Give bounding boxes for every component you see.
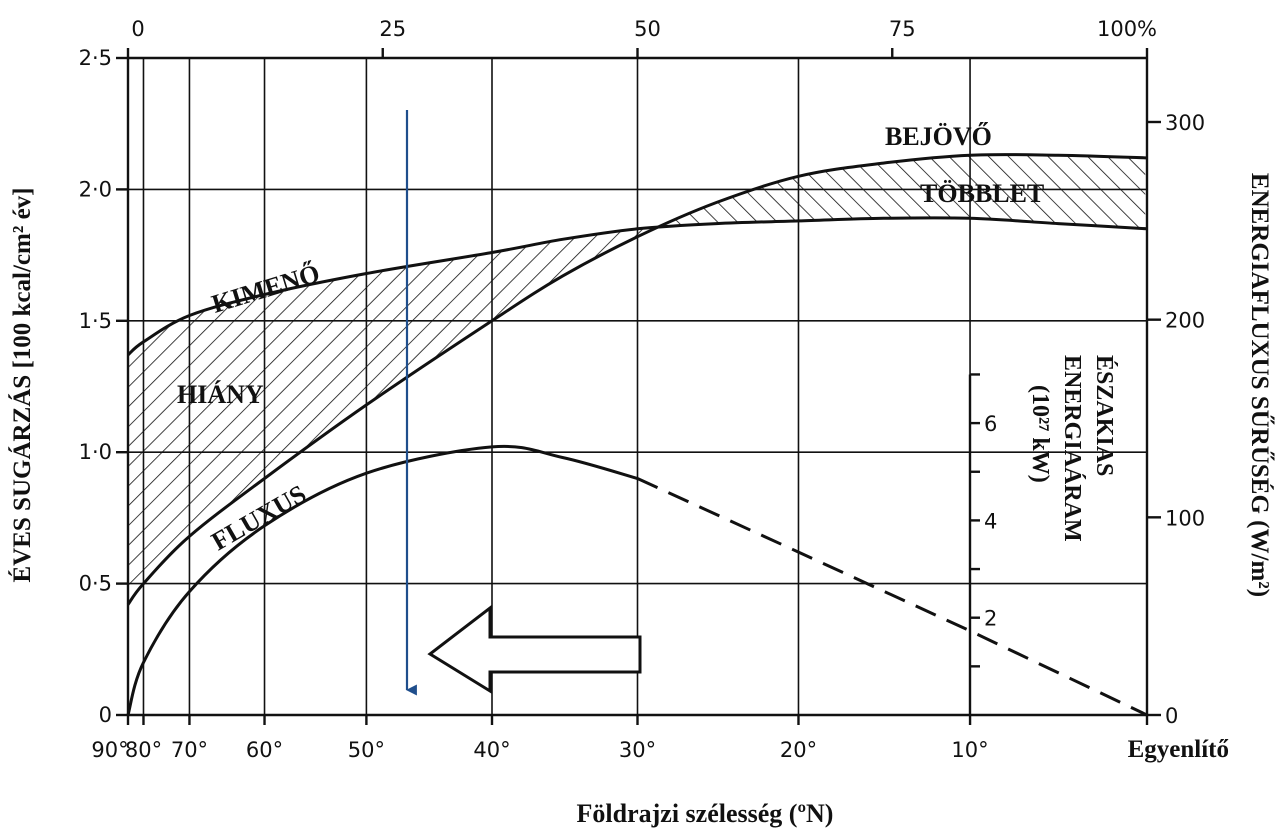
- x-top-tick-label: 75: [889, 17, 916, 41]
- inner-axis-title-line3: (10²⁷ kW): [1027, 385, 1053, 483]
- y-left-tick-label: 2·5: [79, 46, 112, 70]
- y-left-tick-label: 0·5: [79, 572, 112, 596]
- x-bottom-tick-label: 40°: [473, 738, 510, 762]
- inner-axis-title-line2: ENERGIAÁRAM: [1059, 355, 1085, 542]
- x-top-tick-label: 25: [379, 17, 406, 41]
- label-hiany: HIÁNY: [177, 380, 264, 409]
- y-inner-tick-label: 2: [984, 607, 997, 631]
- curves: [126, 153, 1148, 717]
- y-left-tick-label: 1·0: [79, 440, 112, 464]
- inner-axis-title-line1: ÉSZAKIAS: [1091, 355, 1117, 476]
- y-inner-tick-label: 6: [984, 412, 997, 436]
- label-tobblet: TÖBBLET: [920, 179, 1044, 208]
- y-right-tick-label: 100: [1165, 506, 1205, 530]
- y-axis-right-title: ENERGIAFLUXUS SŰRŰSÉG (W/m²): [1246, 173, 1275, 597]
- tick-labels: 0 0·5 1·0 1·5 2·0 2·5 0 100 200 300 2 4 6 0 25 50 75 100%…: [79, 17, 1229, 763]
- axes: [116, 48, 1161, 725]
- y-left-tick-label: 0: [99, 703, 112, 727]
- northward-transport-arrow: [427, 604, 642, 694]
- x-bottom-tick-label: 10°: [951, 738, 988, 762]
- x-axis-title: Földrajzi szélesség (ºN): [577, 799, 834, 828]
- curve-kimeno: [126, 216, 1148, 357]
- y-axis-left-title: ÉVES SUGÁRZÁS [100 kcal/cm² év]: [8, 187, 36, 582]
- x-bottom-tick-label: 30°: [619, 738, 656, 762]
- y-left-tick-label: 2·0: [79, 177, 112, 201]
- curve-fluxus-dashed: [636, 477, 1148, 717]
- y-inner-tick-label: 4: [984, 509, 997, 533]
- curve-fluxus: [126, 444, 638, 716]
- x-bottom-tick-label: 60°: [246, 738, 283, 762]
- curve-bejovo: [126, 153, 1148, 606]
- x-top-tick-label: 50: [634, 17, 661, 41]
- surplus-area: [659, 155, 1146, 229]
- x-bottom-tick-label: 70°: [171, 738, 208, 762]
- y-right-tick-label: 0: [1165, 704, 1178, 728]
- x-top-tick-label: 0: [131, 17, 144, 41]
- hatched-areas: [128, 155, 1146, 605]
- x-bottom-tick-label: 80°: [125, 738, 162, 762]
- y-right-tick-label: 300: [1165, 111, 1205, 135]
- x-top-tick-label: 100%: [1097, 17, 1157, 41]
- y-right-tick-label: 200: [1165, 309, 1205, 333]
- label-bejovo: BEJÖVŐ: [885, 122, 992, 151]
- x-bottom-tick-label: 20°: [780, 738, 817, 762]
- x-bottom-tick-label: 90°: [91, 738, 128, 762]
- x-bottom-tick-label: 50°: [348, 738, 385, 762]
- inner-axis-title: ÉSZAKIAS ENERGIAÁRAM (10²⁷ kW): [1027, 355, 1117, 542]
- x-bottom-tick-label: Egyenlítő: [1128, 736, 1229, 763]
- deficit-area: [128, 227, 653, 605]
- y-left-tick-label: 1·5: [79, 309, 112, 333]
